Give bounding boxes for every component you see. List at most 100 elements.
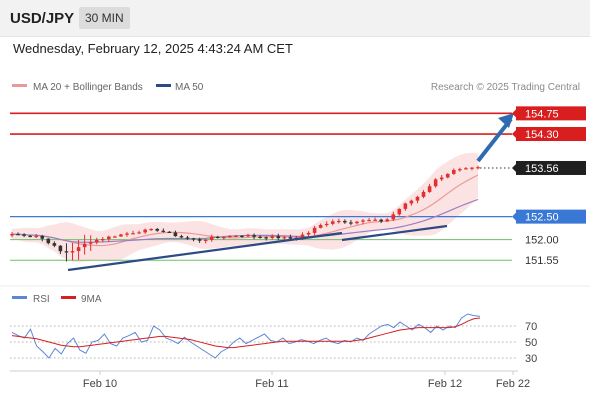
candle — [343, 220, 347, 223]
candle — [246, 235, 250, 237]
ma50-line — [11, 198, 479, 243]
rsi-legend-label: RSI — [33, 294, 50, 305]
candle — [355, 221, 359, 224]
rsi-panel: 70 50 30 — [10, 313, 537, 365]
candle — [155, 228, 160, 231]
candle — [476, 167, 480, 169]
candle — [137, 232, 141, 234]
candle — [337, 220, 341, 223]
candle — [409, 200, 414, 204]
rsi-level-label: 70 — [525, 321, 537, 333]
candle — [215, 236, 220, 239]
time-label: Feb 10 — [83, 378, 117, 390]
ma20-legend-swatch — [12, 84, 27, 87]
candle — [439, 177, 444, 180]
candle — [52, 243, 57, 246]
level-tag-152-50 — [516, 209, 586, 224]
candle — [367, 220, 371, 222]
rsi-legend-swatch — [12, 296, 27, 299]
candle — [470, 167, 474, 169]
candle — [88, 242, 93, 244]
time-label: Feb 22 — [496, 378, 530, 390]
candle — [445, 173, 450, 178]
candle — [22, 234, 26, 236]
candle — [167, 231, 172, 234]
level-tag-154-30 — [516, 127, 586, 142]
trendlines — [67, 113, 514, 272]
chart-header: USD/JPY 30 MIN — [0, 0, 590, 37]
ma50-legend-label: MA 50 — [175, 82, 204, 93]
candle — [40, 235, 45, 239]
time-axis-labels: Feb 10 Feb 11 Feb 12 Feb 22 — [83, 371, 530, 390]
rsi-level-label: 30 — [525, 353, 537, 365]
candle — [458, 169, 462, 171]
level-tag-pointer — [512, 211, 517, 222]
candle — [252, 235, 256, 237]
candle — [330, 221, 335, 224]
level-tag-pointer — [512, 129, 517, 140]
candle — [276, 236, 281, 239]
candle — [46, 238, 51, 244]
candle — [143, 229, 147, 233]
candle — [119, 234, 123, 237]
candle — [16, 234, 20, 236]
candle — [58, 245, 63, 252]
timestamp: Wednesday, February 12, 2025 4:43:24 AM … — [13, 41, 293, 56]
candle — [94, 239, 99, 243]
candle — [300, 234, 305, 238]
candle — [64, 251, 69, 253]
candle — [240, 235, 244, 238]
candle — [379, 219, 383, 222]
candle — [191, 238, 196, 240]
candle — [385, 219, 390, 222]
candle — [185, 237, 190, 239]
candle — [282, 237, 287, 239]
level-tag-pointer — [512, 108, 517, 119]
time-label: Feb 11 — [255, 378, 288, 390]
target-arrow-shaft — [476, 117, 513, 163]
candle — [391, 214, 396, 220]
candle — [451, 169, 456, 174]
rsi-line — [11, 313, 481, 359]
time-label: Feb 12 — [428, 378, 462, 390]
candle — [403, 203, 408, 209]
candle — [179, 236, 184, 238]
level-label: 151.55 — [525, 255, 559, 267]
candle — [415, 196, 420, 201]
rsi-ma-legend-swatch — [61, 296, 76, 299]
target-arrow-head — [498, 113, 514, 128]
candle — [258, 236, 262, 238]
level-label: 152.00 — [525, 235, 559, 247]
candle — [270, 236, 275, 239]
candle — [228, 235, 232, 238]
level-label: 153.56 — [525, 163, 559, 175]
ma50-legend-swatch — [156, 84, 171, 87]
rsi-level-label: 50 — [525, 337, 537, 349]
level-label: 154.75 — [525, 108, 559, 120]
candle — [318, 224, 323, 228]
candle — [209, 236, 214, 240]
candle — [107, 236, 111, 240]
candle — [113, 236, 117, 238]
bollinger-band-area — [12, 152, 478, 263]
candle — [433, 179, 438, 187]
candle — [197, 239, 202, 241]
interval-button[interactable]: 30 MIN — [79, 7, 130, 29]
bollinger-band — [12, 152, 478, 263]
candle — [464, 168, 468, 170]
research-credit: Research © 2025 Trading Central — [431, 82, 580, 93]
candle — [397, 208, 402, 215]
support-trendline — [67, 231, 343, 272]
candle — [203, 239, 208, 242]
level-tag-pointer — [512, 235, 517, 245]
candle — [82, 243, 87, 248]
candle — [373, 219, 377, 221]
level-label: 154.30 — [525, 129, 559, 141]
instrument-title: USD/JPY — [10, 10, 75, 27]
candle — [421, 191, 426, 197]
ma20-line — [11, 174, 479, 247]
candle — [149, 228, 153, 231]
candle — [306, 232, 311, 235]
candle — [10, 234, 14, 236]
